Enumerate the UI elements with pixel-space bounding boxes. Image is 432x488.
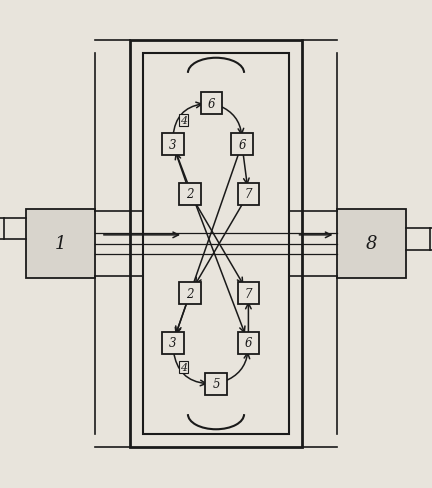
Text: 4: 4	[180, 116, 187, 126]
Bar	[143, 54, 289, 434]
Bar	[337, 209, 406, 279]
Text: 2: 2	[186, 287, 194, 300]
Bar	[231, 134, 253, 156]
Text: 3: 3	[169, 139, 177, 151]
Bar	[179, 183, 201, 205]
Bar	[238, 283, 259, 305]
Bar	[162, 134, 184, 156]
Bar	[201, 93, 222, 115]
Text: 4: 4	[180, 362, 187, 372]
Bar	[238, 183, 259, 205]
Text: 7: 7	[245, 188, 252, 201]
Text: 1: 1	[55, 235, 66, 253]
Text: 6: 6	[238, 139, 246, 151]
Text: 8: 8	[366, 235, 377, 253]
Bar	[238, 332, 259, 354]
Text: 7: 7	[245, 287, 252, 300]
Text: 6: 6	[245, 337, 252, 349]
Text: 3: 3	[169, 337, 177, 349]
Bar	[205, 373, 227, 395]
Bar	[162, 332, 184, 354]
Bar	[26, 209, 95, 279]
Text: 2: 2	[186, 188, 194, 201]
Text: 5: 5	[212, 378, 220, 390]
Bar	[130, 41, 302, 447]
Bar	[179, 283, 201, 305]
Text: 6: 6	[208, 98, 216, 110]
